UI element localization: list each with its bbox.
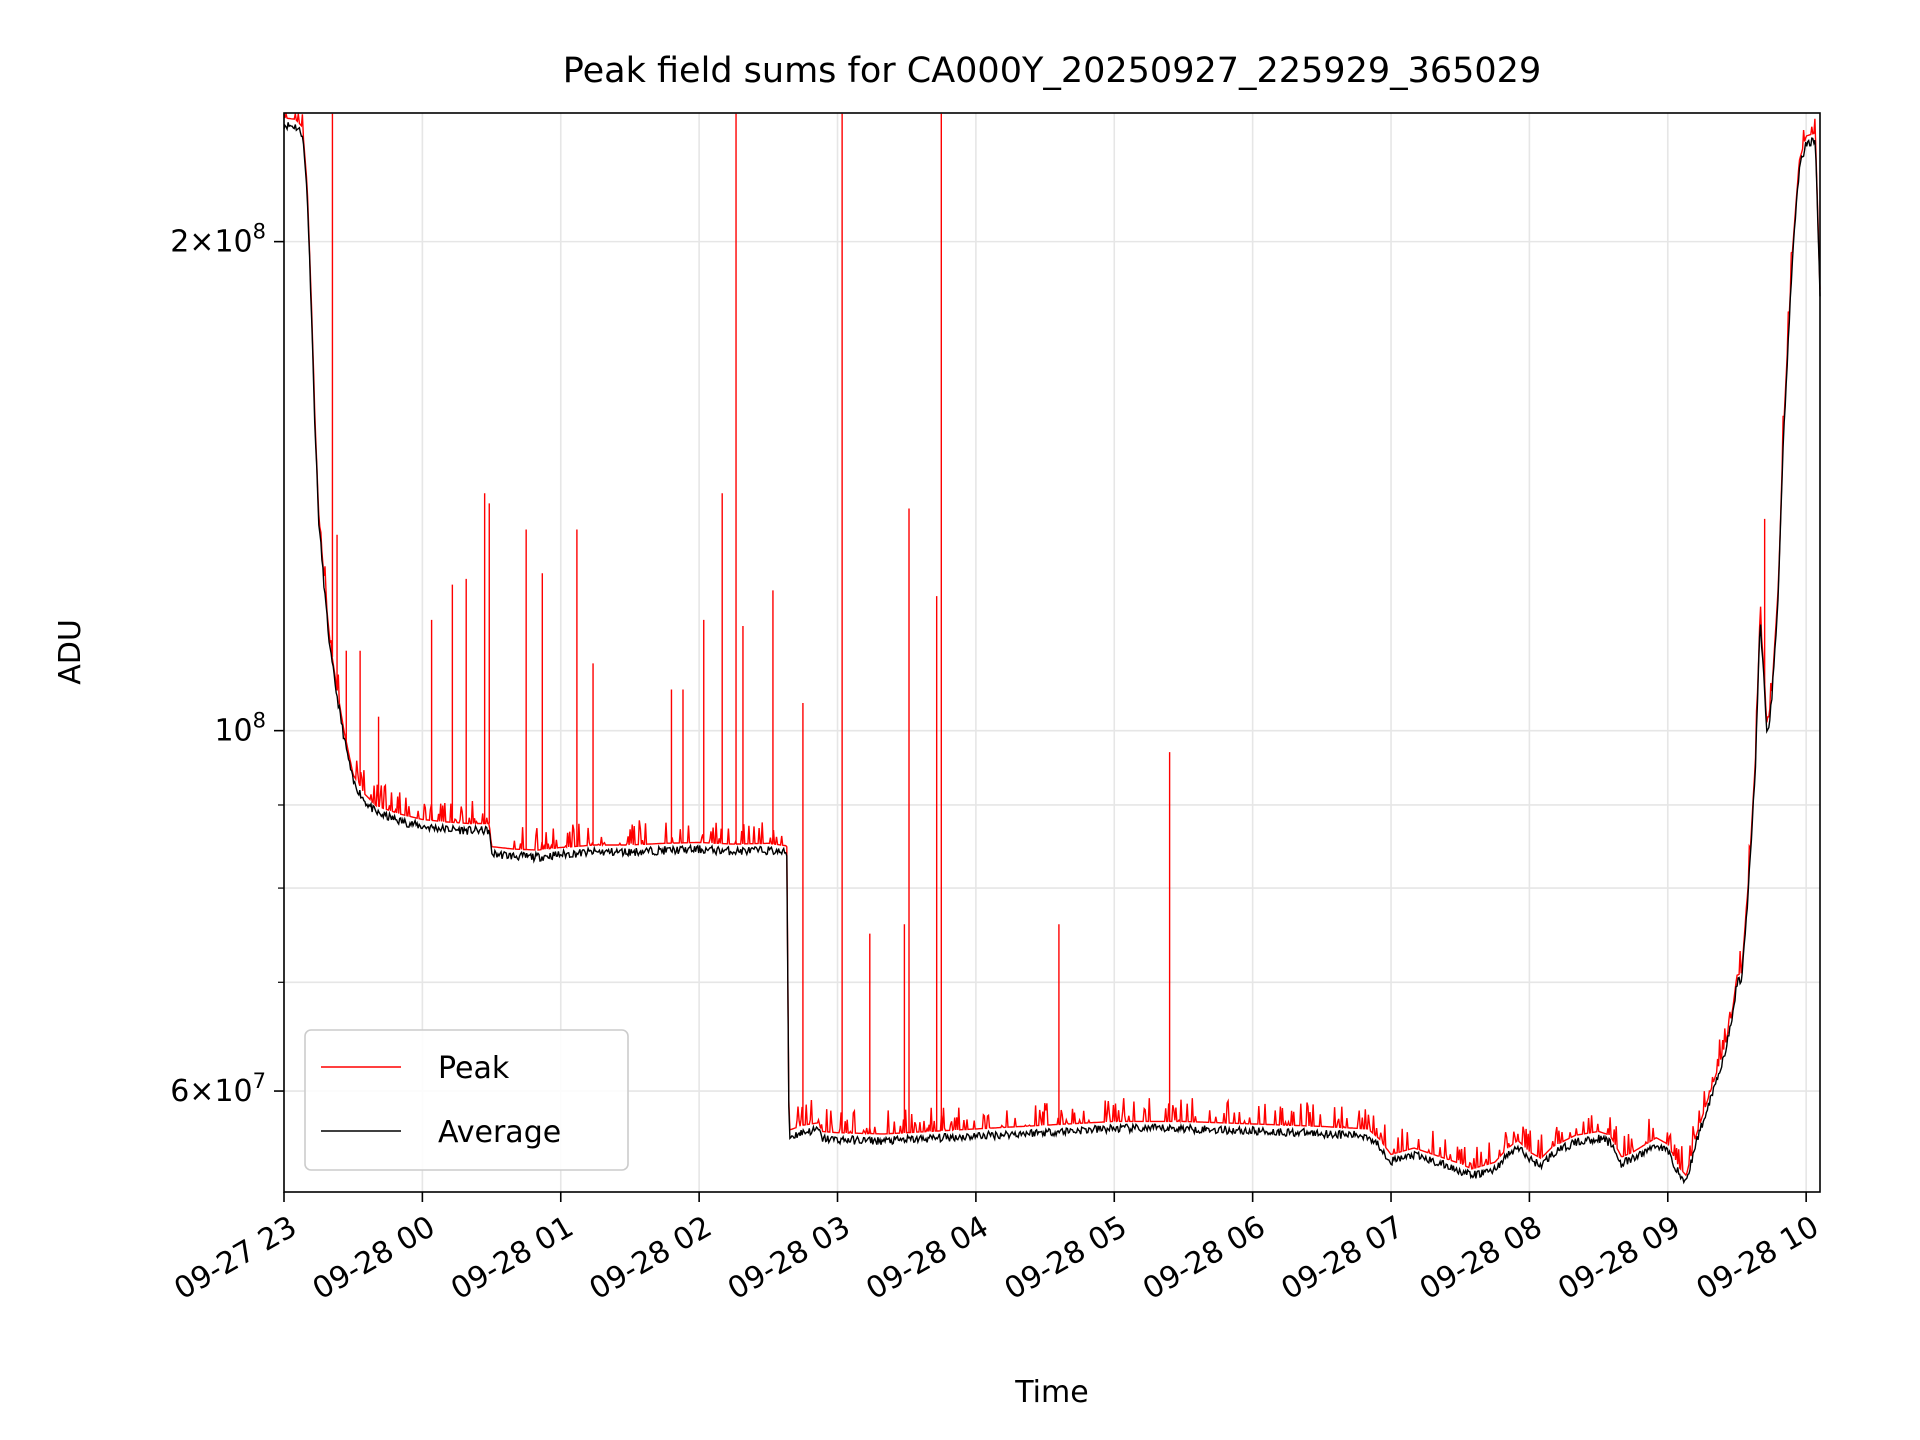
average-series-line [283, 122, 1821, 1185]
y-tick-label: 2×108 [170, 220, 266, 260]
series-layer [283, 113, 1821, 1185]
grid-lines [283, 113, 1820, 1192]
y-axis: 6×107 108 2×108 [170, 220, 284, 1109]
x-axis-label: Time [1014, 1375, 1088, 1410]
legend-peak-label: Peak [438, 1051, 510, 1086]
peak-series-line [283, 113, 1821, 1177]
legend: Peak Average [304, 1029, 629, 1171]
chart-title: Peak field sums for CA000Y_20250927_2259… [563, 51, 1541, 91]
y-axis-label: ADU [53, 619, 88, 685]
legend-average-label: Average [438, 1115, 561, 1150]
legend-box [304, 1029, 629, 1171]
y-tick-label: 108 [214, 709, 266, 749]
plot-frame [283, 112, 1821, 1193]
y-tick-label: 6×107 [170, 1069, 266, 1109]
